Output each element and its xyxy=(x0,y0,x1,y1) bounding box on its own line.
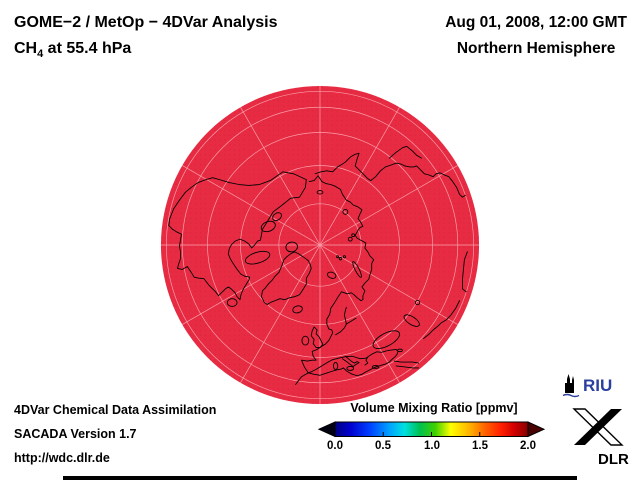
species-label: CH xyxy=(14,40,38,57)
baltic-sea xyxy=(335,307,347,336)
datetime-label: Aug 01, 2008, 12:00 GMT xyxy=(445,14,627,31)
tick-label: 0.5 xyxy=(375,440,391,452)
island-ellesmere xyxy=(285,241,298,253)
tick-label: 1.5 xyxy=(472,440,488,452)
species-subscript: 4 xyxy=(37,48,44,61)
dlr-logo: DLR xyxy=(572,408,629,468)
pressure-level-label: at 55.4 hPa xyxy=(43,40,132,57)
coastline-north-america xyxy=(168,171,307,301)
island-sardinia xyxy=(333,362,339,370)
figure-title-block: GOME−2 / MetOp − 4DVar Analysis CH4 at 5… xyxy=(14,10,278,67)
coastline-greece xyxy=(364,356,369,366)
persian-gulf-coast xyxy=(422,300,460,340)
riu-underline xyxy=(562,393,580,398)
island-wrangel xyxy=(316,190,324,195)
colorbar: Volume Mixing Ratio [ppmv] 0.0 0.5 1.0 1… xyxy=(314,401,554,454)
colorbar-tick-marks xyxy=(382,432,481,437)
island-franz-josef xyxy=(336,255,339,259)
island-severnaya-zemlya xyxy=(351,233,356,238)
colorbar-title: Volume Mixing Ratio [ppmv] xyxy=(350,401,518,415)
credit-line-1: 4DVar Chemical Data Assimilation xyxy=(14,403,217,417)
island-iceland xyxy=(292,305,303,314)
tick-label: 0.0 xyxy=(327,440,343,452)
coastline-britain xyxy=(310,326,324,348)
island-sicily xyxy=(346,366,355,371)
coastline-india xyxy=(462,251,468,293)
colorbar-tick-labels: 0.0 0.5 1.0 1.5 2.0 xyxy=(314,440,554,454)
island-novaya-zemlya xyxy=(352,261,362,278)
aral-sea xyxy=(414,299,421,306)
coastline-mediterranean-south xyxy=(307,348,399,377)
coastline-east-asia xyxy=(314,152,466,198)
figure-title: GOME−2 / MetOp − 4DVar Analysis xyxy=(14,14,278,31)
colorbar-left-arrow xyxy=(317,421,336,438)
riu-cathedral-icon xyxy=(565,374,574,393)
coastline-japan xyxy=(388,146,422,159)
red-sea-south-shore xyxy=(395,365,419,369)
globe-map xyxy=(160,85,480,405)
coastlines xyxy=(168,146,468,385)
meridian-line xyxy=(182,165,458,325)
datetime-block: Aug 01, 2008, 12:00 GMT Northern Hemisph… xyxy=(445,10,627,62)
region-label: Northern Hemisphere xyxy=(456,40,616,57)
dlr-label: DLR xyxy=(598,451,629,468)
tick-label: 2.0 xyxy=(520,440,536,452)
island-newfoundland xyxy=(226,298,238,307)
gulf-of-finland xyxy=(345,317,357,325)
credits-block: 4DVar Chemical Data Assimilation SACADA … xyxy=(14,403,216,475)
island-baffin xyxy=(244,250,271,265)
riu-label: RIU xyxy=(583,376,612,395)
island-franz-josef xyxy=(338,256,343,261)
figure-subtitle: CH4 at 55.4 hPa xyxy=(14,36,278,67)
tick-label: 1.0 xyxy=(424,440,440,452)
credit-url: http://wdc.dlr.de xyxy=(14,451,110,465)
island-cyprus xyxy=(397,348,403,353)
graticule xyxy=(160,85,480,405)
island-new-siberian xyxy=(342,208,349,215)
bottom-edge-bar xyxy=(63,476,577,480)
island-banks xyxy=(272,212,282,222)
red-sea-north-shore xyxy=(393,360,419,364)
credit-line-2: SACADA Version 1.7 xyxy=(14,427,137,441)
island-severnaya-zemlya xyxy=(347,236,353,242)
caspian-sea xyxy=(403,314,420,327)
colorbar-right-arrow xyxy=(527,421,546,438)
island-ireland xyxy=(301,335,310,346)
riu-logo: RIU xyxy=(562,374,612,398)
island-victoria xyxy=(260,220,276,233)
island-svalbard xyxy=(327,271,337,279)
coastline-greenland xyxy=(261,251,312,305)
island-crete xyxy=(371,365,380,369)
island-franz-josef xyxy=(342,255,346,259)
black-sea xyxy=(372,330,401,349)
coastline-italy xyxy=(342,355,360,367)
colorbar-scale xyxy=(317,421,546,438)
dlr-wing-solid-icon xyxy=(574,409,622,445)
